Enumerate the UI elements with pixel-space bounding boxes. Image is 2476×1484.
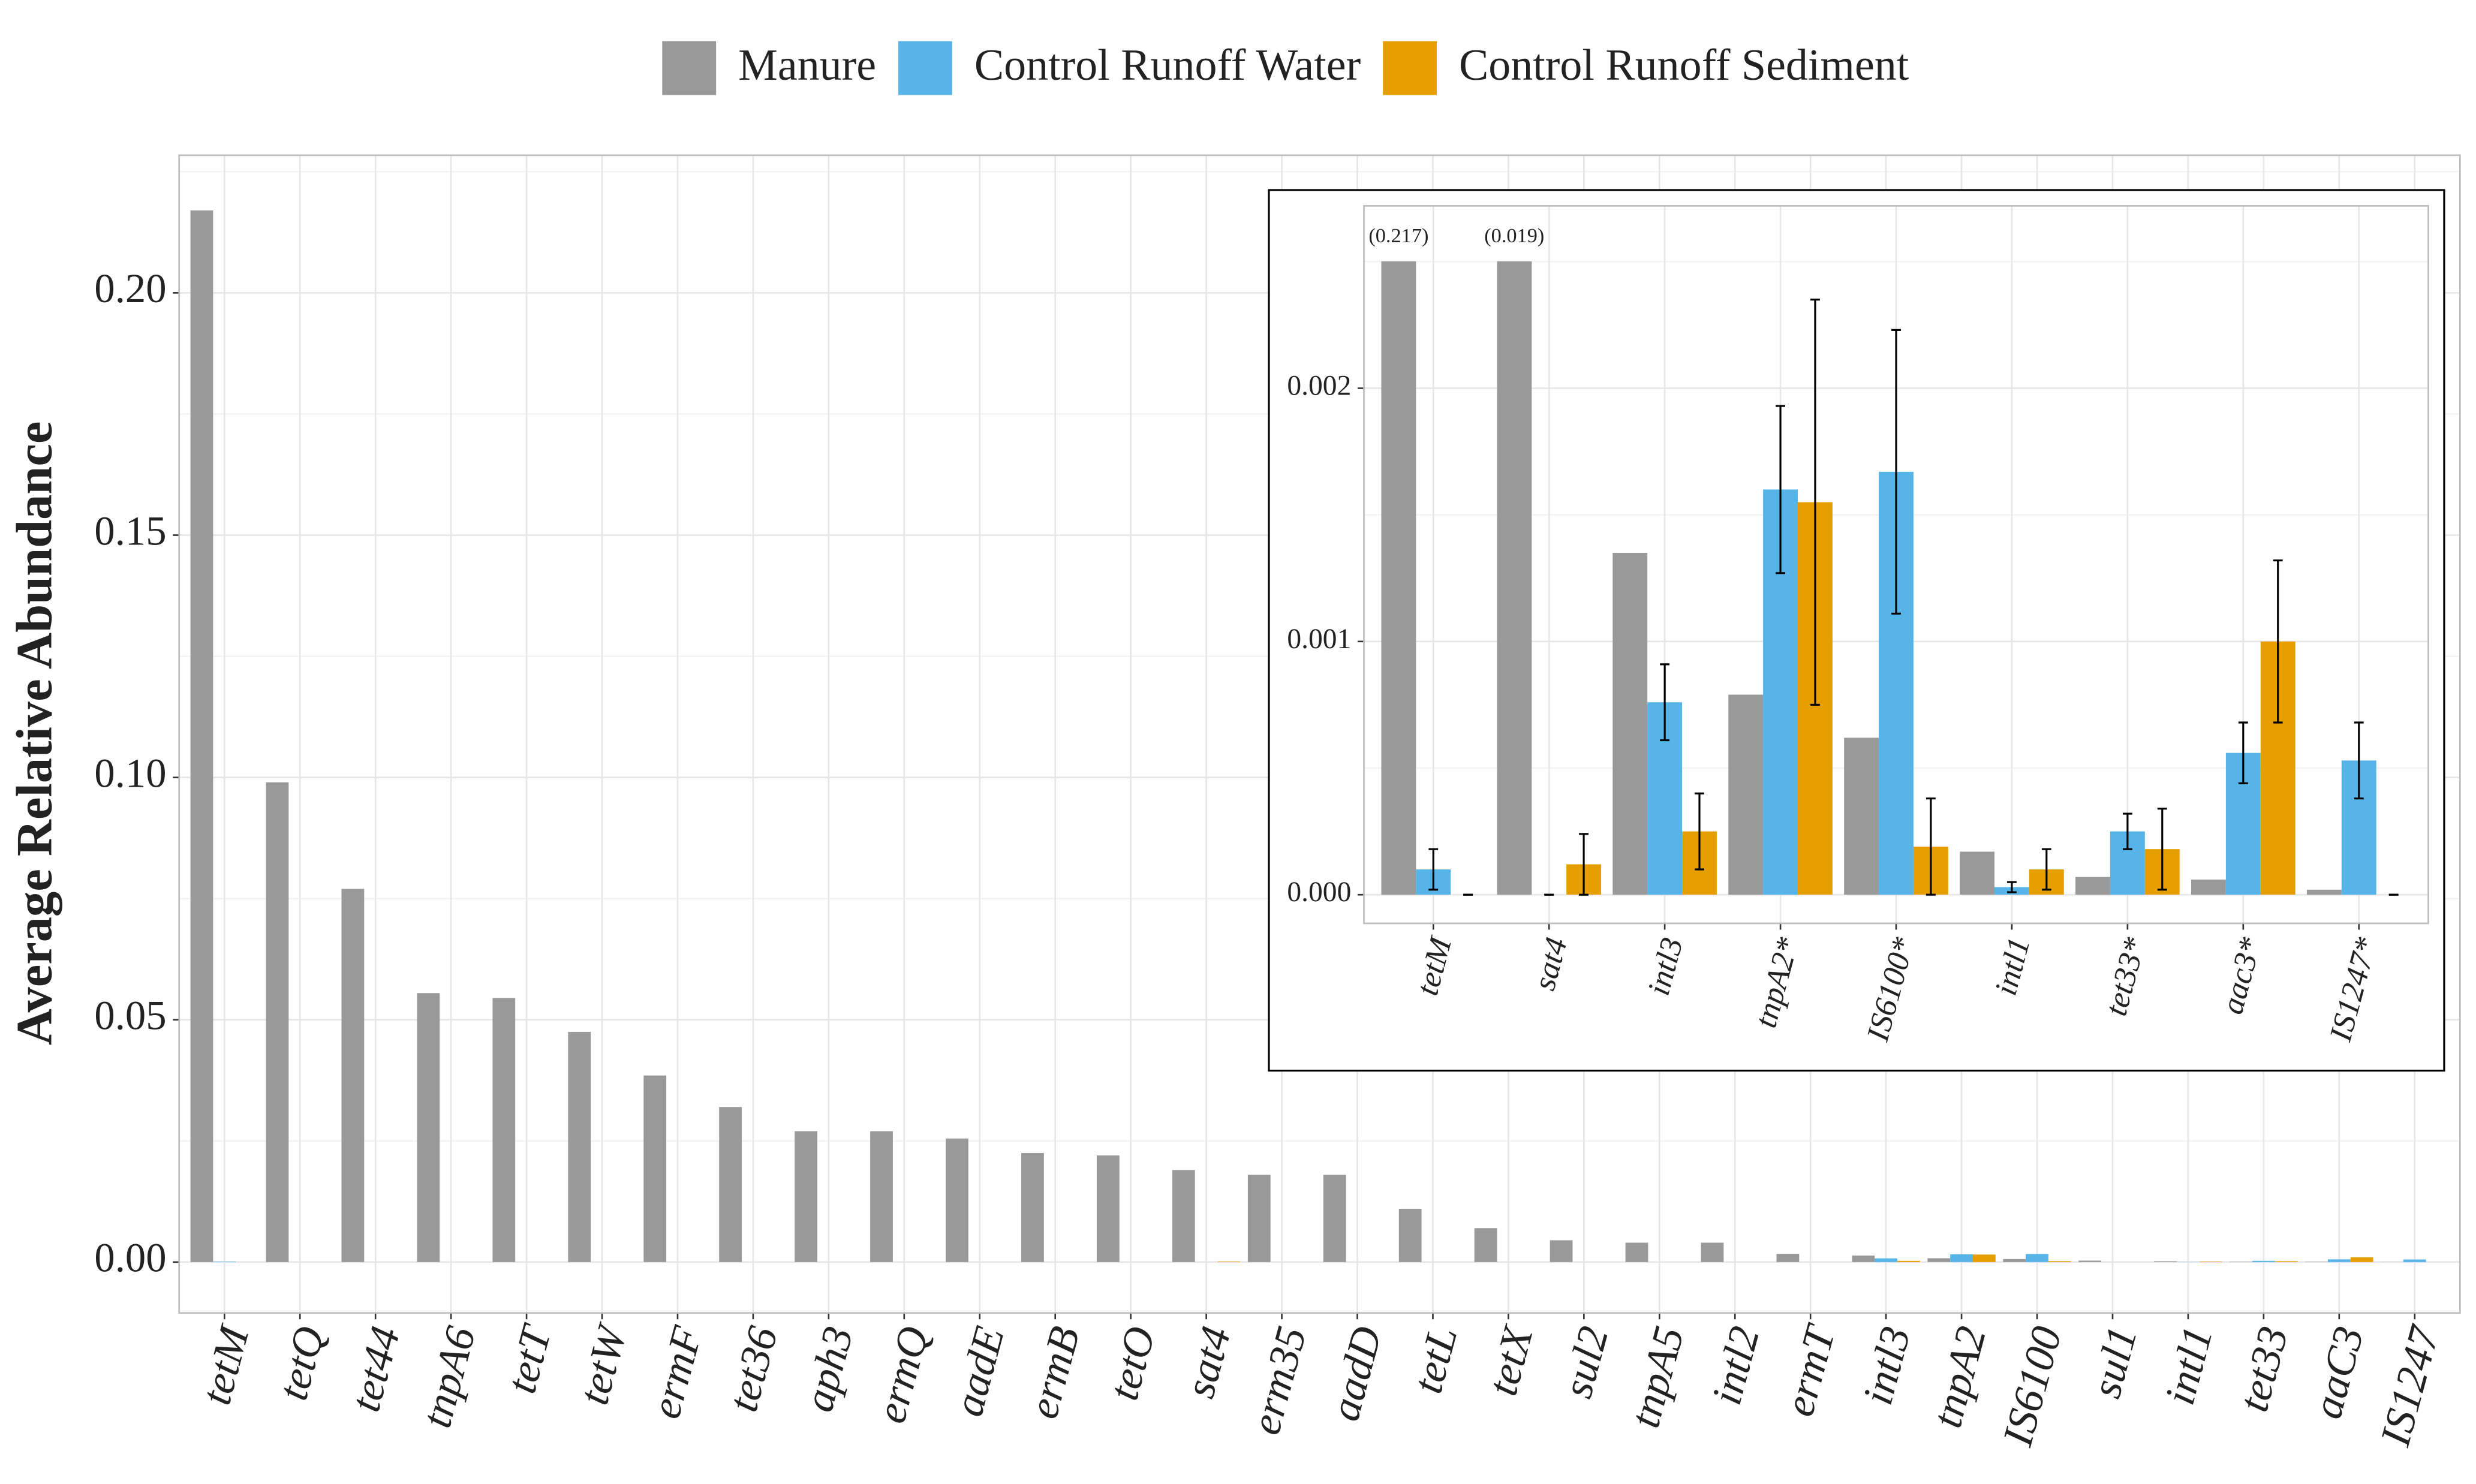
- bar: [1927, 1258, 1951, 1262]
- bar: [719, 1107, 742, 1262]
- bar: [190, 210, 213, 1262]
- panel-border: [1363, 205, 2429, 925]
- bar: [870, 1131, 893, 1262]
- y-tick-label: 0.001: [1287, 624, 1351, 655]
- y-tick-label: 0.05: [94, 993, 166, 1039]
- bar: [1172, 1170, 1195, 1262]
- error-bar: [1660, 663, 1670, 742]
- bar: [568, 1031, 591, 1262]
- bar: [2003, 1259, 2026, 1262]
- error-bar: [1926, 797, 1936, 896]
- legend-swatch: [1383, 41, 1437, 95]
- legend-swatch: [898, 41, 952, 95]
- bar: [795, 1131, 817, 1262]
- y-tick-label: 0.002: [1287, 370, 1351, 401]
- bar: [1550, 1240, 1573, 1262]
- bar: [1897, 1260, 1920, 1262]
- bar: [341, 889, 365, 1262]
- y-tick-label: 0.10: [94, 750, 166, 796]
- legend: Manure Control Runoff Water Control Runoff…: [662, 40, 1909, 95]
- bar: [1381, 261, 1416, 895]
- error-bar: [1579, 833, 1589, 896]
- bar: [1875, 1258, 1898, 1262]
- bar: [2078, 1260, 2102, 1262]
- bar: [1474, 1228, 1497, 1262]
- panel-border: [178, 154, 2461, 1314]
- bar: [2252, 1260, 2275, 1262]
- y-axis-title: Average Relative Abundance: [7, 422, 63, 1046]
- value-label: (0.019): [1484, 224, 1544, 247]
- bar: [1021, 1153, 1044, 1262]
- bar: [643, 1075, 667, 1262]
- bar: [946, 1138, 968, 1262]
- bar: [492, 998, 516, 1262]
- bar: [2048, 1261, 2071, 1262]
- legend-swatch: [662, 41, 717, 95]
- bar: [2191, 879, 2226, 895]
- y-tick-label: 0.20: [94, 266, 166, 311]
- bar: [1625, 1242, 1648, 1262]
- error-bar: [1695, 792, 1704, 871]
- bar: [2154, 1261, 2177, 1262]
- bar: [2350, 1257, 2373, 1262]
- bar: [2075, 877, 2110, 895]
- bar: [2403, 1259, 2426, 1262]
- bar: [1776, 1254, 1800, 1262]
- bar: [1323, 1175, 1346, 1262]
- error-bar: [1891, 329, 1901, 615]
- y-tick-label: 0.15: [94, 508, 166, 553]
- error-bar: [1776, 405, 1785, 574]
- error-bar: [1810, 299, 1820, 706]
- bar: [1497, 261, 1532, 895]
- bar: [1398, 1208, 1422, 1262]
- bar: [2026, 1254, 2048, 1262]
- value-label: (0.217): [1368, 224, 1428, 247]
- bar: [266, 782, 289, 1262]
- y-tick-label: 0.00: [94, 1235, 166, 1281]
- error-bar: [2007, 881, 2017, 893]
- error-bar: [2041, 848, 2051, 891]
- bar: [2275, 1261, 2298, 1262]
- error-bar: [2122, 812, 2132, 850]
- bar: [1728, 694, 1764, 895]
- error-bar: [2238, 721, 2248, 784]
- bar: [1247, 1175, 1271, 1262]
- error-bar: [2157, 808, 2167, 891]
- bar: [1096, 1155, 1120, 1262]
- bar: [1852, 1255, 1875, 1262]
- bar: [2327, 1259, 2351, 1262]
- error-bar: [2354, 721, 2364, 800]
- bar: [1950, 1254, 1973, 1262]
- bar: [1844, 738, 1879, 895]
- legend-label: Manure: [738, 40, 876, 89]
- bar: [1612, 553, 1648, 895]
- bar: [1972, 1254, 1996, 1262]
- error-bar: [2273, 559, 2283, 724]
- legend-label: Control Runoff Water: [974, 40, 1361, 89]
- legend-label: Control Runoff Sediment: [1459, 40, 1909, 89]
- y-tick-label: 0.000: [1287, 877, 1351, 908]
- error-bar: [1428, 848, 1439, 891]
- bar: [417, 993, 440, 1262]
- bar: [2306, 889, 2342, 895]
- bar: [1960, 851, 1995, 895]
- bar: [1701, 1242, 1724, 1262]
